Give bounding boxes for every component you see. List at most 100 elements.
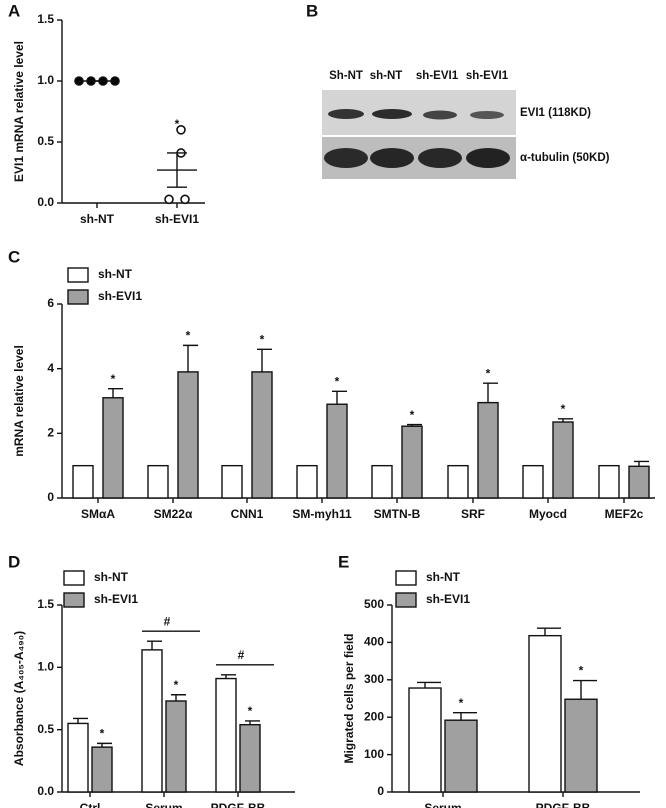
x-tick-label: MEF2c xyxy=(605,507,644,521)
legend-label: sh-EVI1 xyxy=(94,592,138,606)
y-tick-label: 100 xyxy=(364,747,384,761)
bar xyxy=(444,719,478,793)
annotation: * xyxy=(459,696,464,710)
bar xyxy=(628,465,650,499)
legend-label: sh-NT xyxy=(94,570,129,584)
y-tick-label: 1.0 xyxy=(37,660,54,674)
error-bar xyxy=(417,681,441,689)
y-tick-label: 0.0 xyxy=(37,784,54,798)
y-tick-label: 1.5 xyxy=(37,597,54,611)
y-tick-label: 500 xyxy=(364,597,384,611)
y-tick-label: 200 xyxy=(364,709,384,723)
bar xyxy=(221,464,243,499)
x-tick-label: SM22α xyxy=(154,507,193,521)
bar xyxy=(552,421,574,499)
bar xyxy=(177,371,199,499)
band xyxy=(470,111,504,119)
panel-letter: B xyxy=(306,1,318,20)
error-bar xyxy=(573,679,597,700)
bar xyxy=(408,687,442,793)
band xyxy=(418,148,462,168)
bar xyxy=(564,698,598,793)
bar xyxy=(141,649,163,793)
y-tick-label: 300 xyxy=(364,672,384,686)
legend-swatch xyxy=(63,592,85,608)
data-point xyxy=(180,194,190,205)
lane-label: Sh-NT xyxy=(329,70,363,82)
y-tick-label: 1.5 xyxy=(37,12,54,26)
annotation: * xyxy=(175,117,180,131)
panel-letter: E xyxy=(338,552,349,571)
y-axis-label: Absorbance (A₄₀₅-A₄₉₀) xyxy=(12,631,26,766)
bar xyxy=(477,401,499,499)
error-bar xyxy=(332,390,347,405)
error-bar xyxy=(257,348,272,372)
bar xyxy=(447,464,469,499)
annotation: * xyxy=(410,408,415,422)
bar xyxy=(326,403,348,499)
annotation: * xyxy=(486,366,491,380)
band xyxy=(423,110,457,120)
data-point xyxy=(176,125,186,135)
annotation: * xyxy=(111,372,116,386)
y-tick-label: 0 xyxy=(47,490,54,504)
legend-swatch xyxy=(63,570,85,586)
error-bar xyxy=(245,720,260,725)
x-tick-label: SMαA xyxy=(81,507,115,521)
error-bar xyxy=(221,674,236,679)
band xyxy=(370,148,414,168)
legend-swatch xyxy=(395,592,417,608)
lane-label: sh-EVI1 xyxy=(416,70,459,82)
bar xyxy=(296,464,318,499)
error-bar xyxy=(108,388,123,398)
band xyxy=(466,148,510,168)
bracket-label: # xyxy=(238,648,245,662)
y-axis-label: EVI1 mRNA relative level xyxy=(12,41,26,182)
data-point xyxy=(164,194,174,205)
lane-label: sh-EVI1 xyxy=(466,70,509,82)
lane-label: sh-NT xyxy=(370,70,403,82)
x-tick-label: SMTN-B xyxy=(374,507,421,521)
y-tick-label: 400 xyxy=(364,635,384,649)
bracket-label: # xyxy=(164,614,171,628)
y-tick-label: 6 xyxy=(47,296,54,310)
annotation: * xyxy=(335,374,340,388)
annotation: * xyxy=(186,329,191,343)
error-bar xyxy=(407,423,422,427)
error-bar xyxy=(97,742,112,748)
legend-swatch xyxy=(67,267,89,283)
bar xyxy=(598,464,620,499)
error-bar xyxy=(537,627,561,636)
annotation: * xyxy=(248,704,253,718)
x-tick-label: sh-NT xyxy=(80,212,115,226)
x-tick-label: Myocd xyxy=(529,507,567,521)
panel-letter: C xyxy=(8,247,20,266)
bar xyxy=(371,464,393,499)
bar xyxy=(67,722,89,793)
legend-swatch xyxy=(395,570,417,586)
panel-letter: A xyxy=(8,1,20,20)
band-label: EVI1 (118KD) xyxy=(520,107,591,119)
bar xyxy=(91,746,113,793)
annotation: * xyxy=(579,664,584,678)
y-tick-label: 4 xyxy=(47,361,54,375)
bar xyxy=(239,723,261,793)
y-axis-label: mRNA relative level xyxy=(12,345,26,457)
annotation: * xyxy=(260,332,265,346)
annotation: * xyxy=(174,678,179,692)
legend-label: sh-EVI1 xyxy=(98,289,142,303)
error-bar xyxy=(147,640,162,650)
error-bar xyxy=(453,712,477,721)
band xyxy=(328,109,364,119)
bar xyxy=(102,397,124,499)
bar xyxy=(72,464,94,499)
annotation: * xyxy=(561,402,566,416)
y-tick-label: 0.0 xyxy=(37,195,54,209)
bar xyxy=(522,464,544,499)
bar xyxy=(401,425,423,499)
legend-label: sh-EVI1 xyxy=(426,592,470,606)
error-bar xyxy=(73,717,88,724)
x-tick-label: sh-EVI1 xyxy=(155,212,199,226)
bar xyxy=(215,677,237,793)
error-bar xyxy=(558,418,573,423)
